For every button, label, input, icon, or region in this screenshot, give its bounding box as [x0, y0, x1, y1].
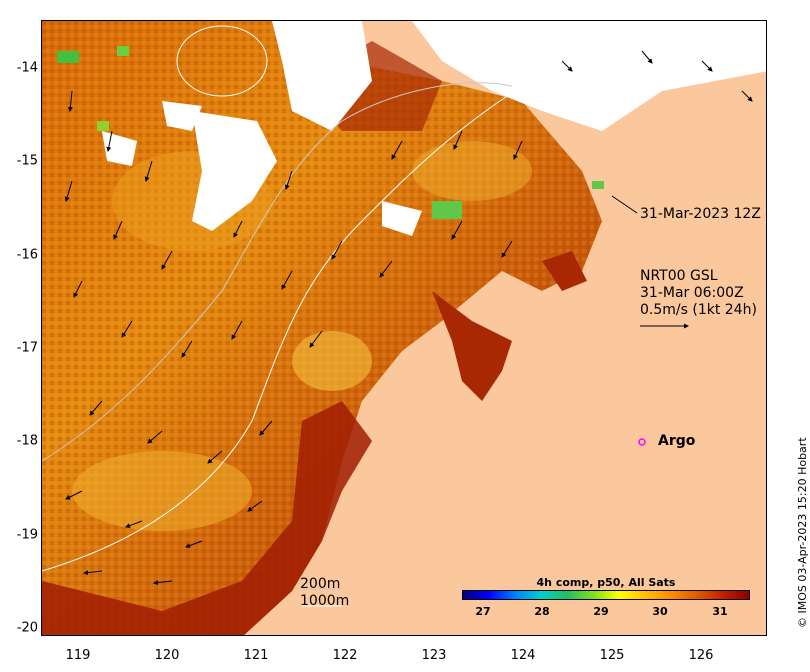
colorbar-title: 4h comp, p50, All Sats	[536, 576, 676, 589]
depth-legend-1000m: 1000m	[300, 593, 350, 609]
imos-credit: © IMOS 03-Apr-2023 15:20 Hobart	[796, 437, 809, 628]
lon-tick-label: 122	[332, 648, 358, 663]
current-scale-label: 0.5m/s (1kt 24h)	[640, 302, 757, 318]
sst-map-canvas	[42, 21, 766, 635]
lat-tick-label: -15	[16, 153, 38, 169]
lat-tick-label: -16	[16, 247, 38, 263]
cloud-cover	[192, 111, 277, 231]
timestamp-label: 31-Mar-2023 12Z	[640, 206, 761, 222]
argo-marker	[638, 438, 646, 446]
lon-tick-label: 123	[421, 648, 447, 663]
lon-tick-label: 119	[65, 648, 91, 663]
sst-colorbar	[462, 590, 750, 600]
lon-tick-label: 125	[599, 648, 625, 663]
colorbar-tick: 27	[475, 605, 491, 618]
current-time-label: 31-Mar 06:00Z	[640, 285, 744, 301]
depth-legend: 200m 1000m	[300, 576, 349, 610]
argo-label: Argo	[658, 433, 696, 449]
sst-map[interactable]	[41, 20, 767, 636]
lat-tick-label: -14	[16, 60, 38, 76]
lat-tick-label: -20	[16, 620, 38, 636]
colorbar-tick: 31	[712, 605, 728, 618]
lat-tick-label: -17	[16, 340, 38, 356]
lat-tick-label: -19	[16, 527, 38, 543]
colorbar-tick: 29	[593, 605, 609, 618]
lon-tick-label: 124	[510, 648, 536, 663]
current-source-label: NRT00 GSL	[640, 268, 718, 284]
colorbar-tick: 30	[652, 605, 668, 618]
colorbar-tick: 28	[534, 605, 550, 618]
lon-tick-label: 121	[243, 648, 269, 663]
contour-1000m	[42, 40, 603, 572]
lon-tick-label: 120	[154, 648, 180, 663]
lon-tick-label: 126	[688, 648, 714, 663]
contour-200m	[42, 82, 513, 462]
depth-legend-200m: 200m	[300, 576, 341, 592]
current-vectors	[64, 50, 753, 586]
lat-tick-label: -18	[16, 433, 38, 449]
